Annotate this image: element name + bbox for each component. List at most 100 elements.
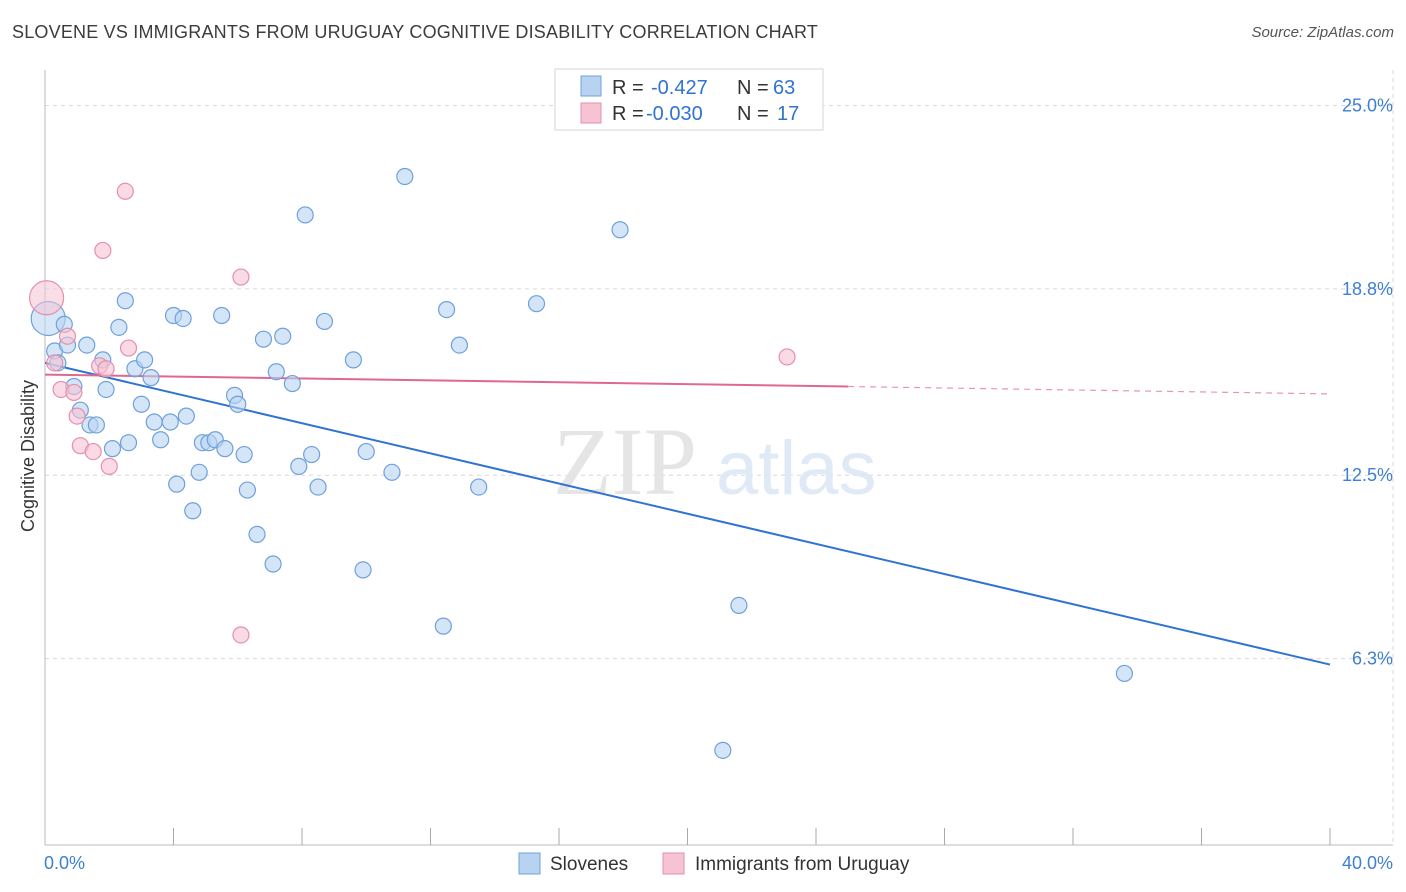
slovenes-point xyxy=(296,206,314,224)
trend-lines xyxy=(44,361,1331,666)
slovenes-points xyxy=(30,167,1134,759)
slovenes-point xyxy=(274,327,292,345)
slovenes-point xyxy=(248,525,266,544)
slovenes-point xyxy=(161,413,179,431)
y-tick-label: 18.8% xyxy=(1342,279,1393,299)
slovenes-point xyxy=(264,555,282,573)
stats-r-value-slovenes: -0.427 xyxy=(651,77,708,99)
uruguay-point xyxy=(29,280,65,316)
slovenes-point xyxy=(354,561,372,579)
stats-legend-swatch-uruguay xyxy=(580,102,602,124)
slovenes-point xyxy=(190,463,208,481)
slovenes-point xyxy=(184,502,202,520)
legend-label-uruguay: Immigrants from Uruguay xyxy=(695,854,910,875)
x-tick-label-min: 0.0% xyxy=(44,853,85,873)
slovenes-point xyxy=(730,596,748,615)
uruguay-point xyxy=(97,360,115,378)
y-tick-label: 6.3% xyxy=(1352,649,1393,669)
x-axis-ticks xyxy=(173,828,1331,845)
stats-legend: R = -0.427 N = 63 R = -0.030 N = 17 xyxy=(554,68,824,131)
uruguay-point xyxy=(119,339,138,357)
uruguay-point xyxy=(232,268,250,286)
chart-source: Source: ZipAtlas.com xyxy=(1251,24,1394,41)
slovenes-point xyxy=(116,292,134,310)
slovenes-point xyxy=(78,336,96,354)
stats-n-value-slovenes: 63 xyxy=(773,77,795,99)
uruguay-point xyxy=(84,442,102,461)
stats-r-label-slovenes: R = xyxy=(612,77,644,99)
y-axis-title: Cognitive Disability xyxy=(18,380,38,532)
slovenes-point xyxy=(357,442,375,461)
slovenes-point xyxy=(145,413,163,431)
slovenes-point xyxy=(714,741,732,759)
slovenes-point xyxy=(238,481,256,499)
series-legend: Slovenes Immigrants from Uruguay xyxy=(518,852,910,875)
stats-r-value-uruguay: -0.030 xyxy=(646,103,703,125)
y-tick-label: 12.5% xyxy=(1342,465,1393,485)
y-tick-label: 25.0% xyxy=(1342,95,1393,115)
slovenes-point xyxy=(132,395,150,413)
slovenes-point xyxy=(119,434,138,452)
slovenes-point xyxy=(396,167,414,186)
slovenes-point xyxy=(142,369,160,387)
slovenes-point xyxy=(235,445,253,464)
watermark-zip: ZIP xyxy=(553,408,697,515)
uruguay-point xyxy=(46,354,64,372)
uruguay-point xyxy=(68,407,86,425)
uruguay-point xyxy=(116,182,134,200)
slovenes-point xyxy=(174,309,192,328)
stats-r-label-uruguay: R = xyxy=(612,103,644,125)
stats-legend-swatch-slovenes xyxy=(580,75,602,97)
uruguay-point xyxy=(232,626,250,644)
slovenes-point xyxy=(290,457,308,475)
stats-n-label-uruguay: N = xyxy=(737,103,769,125)
uruguay-points xyxy=(29,182,796,644)
slovenes-point xyxy=(135,351,154,369)
slovenes-point xyxy=(315,312,334,331)
grid-lines xyxy=(45,70,1394,845)
slovenes-point xyxy=(110,318,128,336)
axes xyxy=(44,70,1393,846)
slovenes-point xyxy=(254,330,273,348)
watermark: ZIP atlas xyxy=(553,408,877,515)
slovenes-point xyxy=(216,440,234,458)
slovenes-point xyxy=(103,440,122,458)
slovenes-point xyxy=(229,395,247,413)
legend-swatch-slovenes xyxy=(518,852,541,875)
slovenes-point xyxy=(267,363,285,381)
x-tick-label-max: 40.0% xyxy=(1342,853,1393,873)
slovenes-point xyxy=(303,445,321,464)
slovenes-point xyxy=(1115,664,1134,683)
slovenes-point xyxy=(450,336,469,354)
uruguay-point xyxy=(94,241,112,260)
trend-line-uruguay xyxy=(44,373,849,388)
slovenes-point xyxy=(344,351,362,369)
uruguay-point xyxy=(100,457,118,475)
slovenes-point xyxy=(97,380,115,399)
uruguay-point xyxy=(65,383,83,402)
chart-title: SLOVENE VS IMMIGRANTS FROM URUGUAY COGNI… xyxy=(12,22,819,42)
slovenes-point xyxy=(527,295,546,313)
slovenes-point xyxy=(434,617,452,635)
slovenes-point xyxy=(283,374,301,393)
slovenes-point xyxy=(87,416,106,434)
slovenes-point xyxy=(213,306,231,325)
uruguay-point xyxy=(58,327,77,345)
uruguay-point xyxy=(778,348,796,366)
y-axis-tick-labels: 6.3% 12.5% 18.8% 25.0% xyxy=(1342,95,1393,668)
stats-n-label-slovenes: N = xyxy=(737,77,769,99)
slovenes-point xyxy=(611,221,629,239)
stats-n-value-uruguay: 17 xyxy=(777,103,799,125)
slovenes-point xyxy=(383,463,401,481)
slovenes-point xyxy=(177,407,195,425)
slovenes-point xyxy=(437,300,456,319)
slovenes-point xyxy=(168,475,186,493)
slovenes-point xyxy=(309,478,327,496)
legend-label-slovenes: Slovenes xyxy=(550,854,628,875)
slovenes-point xyxy=(470,478,488,496)
watermark-atlas: atlas xyxy=(716,426,877,511)
trend-line-uruguay-extension xyxy=(848,385,1331,395)
legend-swatch-uruguay xyxy=(662,852,685,875)
slovenes-point xyxy=(152,431,170,449)
